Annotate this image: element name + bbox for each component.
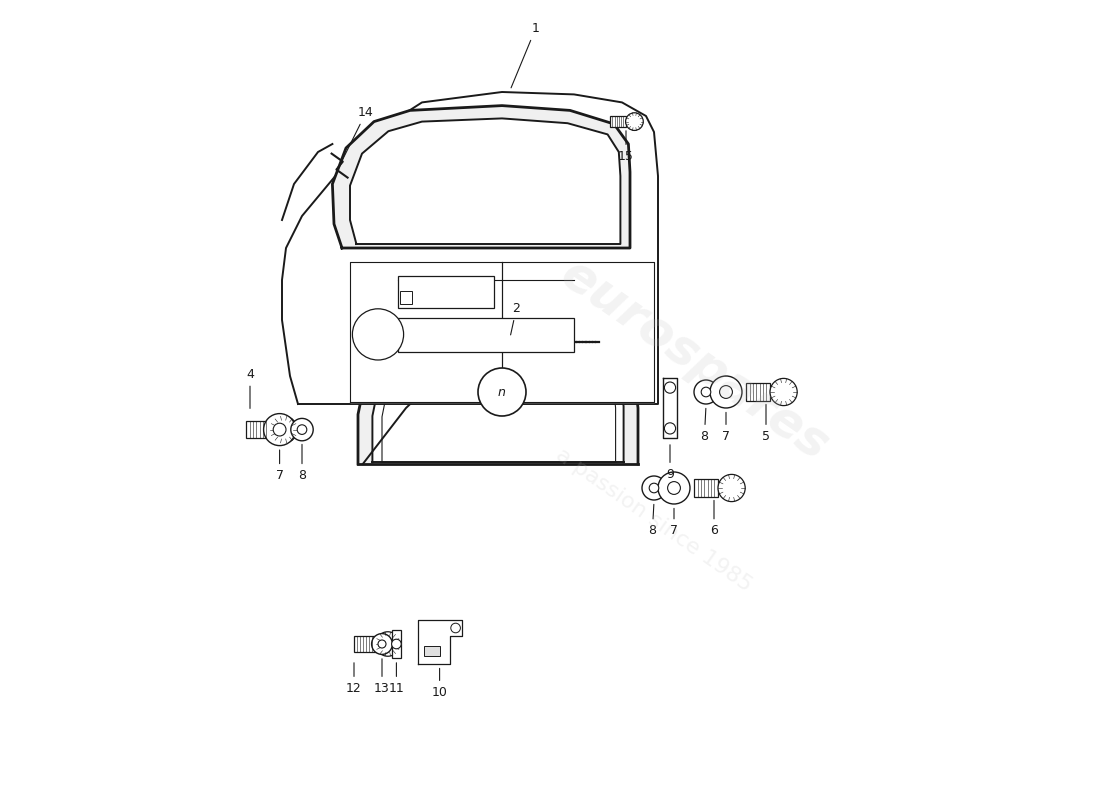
Circle shape bbox=[372, 634, 393, 654]
Polygon shape bbox=[350, 262, 654, 402]
Bar bbox=[246, 421, 270, 438]
Polygon shape bbox=[282, 92, 658, 404]
Text: n: n bbox=[498, 386, 506, 398]
Circle shape bbox=[297, 425, 307, 434]
Circle shape bbox=[642, 476, 666, 500]
Circle shape bbox=[626, 113, 644, 130]
Text: 12: 12 bbox=[346, 662, 362, 695]
Polygon shape bbox=[358, 336, 638, 464]
Bar bbox=[746, 383, 770, 401]
Circle shape bbox=[649, 483, 659, 493]
Circle shape bbox=[451, 623, 461, 633]
Text: 7: 7 bbox=[276, 450, 284, 482]
Text: 9: 9 bbox=[667, 445, 674, 481]
Text: eurospares: eurospares bbox=[551, 250, 837, 470]
Circle shape bbox=[658, 472, 690, 504]
Bar bbox=[399, 291, 412, 304]
Circle shape bbox=[378, 640, 386, 648]
Text: a passion since 1985: a passion since 1985 bbox=[552, 445, 756, 595]
Text: 7: 7 bbox=[670, 508, 678, 538]
Text: 11: 11 bbox=[388, 662, 405, 695]
Polygon shape bbox=[332, 106, 630, 248]
Text: 8: 8 bbox=[298, 444, 306, 482]
Polygon shape bbox=[663, 378, 678, 438]
Circle shape bbox=[719, 386, 733, 398]
Circle shape bbox=[664, 422, 675, 434]
Text: 13: 13 bbox=[374, 658, 389, 695]
Bar bbox=[694, 479, 718, 497]
Circle shape bbox=[694, 380, 718, 404]
Circle shape bbox=[664, 382, 675, 394]
Circle shape bbox=[478, 368, 526, 416]
Bar bbox=[398, 276, 494, 308]
Circle shape bbox=[701, 387, 711, 397]
Polygon shape bbox=[350, 118, 620, 244]
Circle shape bbox=[710, 376, 742, 408]
Polygon shape bbox=[418, 620, 462, 664]
Polygon shape bbox=[373, 347, 624, 462]
Circle shape bbox=[392, 639, 402, 649]
Circle shape bbox=[352, 309, 404, 360]
Circle shape bbox=[270, 416, 297, 443]
Circle shape bbox=[273, 423, 286, 436]
Bar bbox=[354, 636, 375, 652]
Text: 6: 6 bbox=[711, 500, 718, 538]
Bar bbox=[392, 630, 402, 658]
Text: 2: 2 bbox=[510, 302, 520, 335]
Text: 14: 14 bbox=[341, 106, 374, 163]
Bar bbox=[425, 646, 440, 656]
Text: 5: 5 bbox=[762, 404, 770, 443]
Text: 15: 15 bbox=[618, 130, 634, 163]
Circle shape bbox=[668, 482, 681, 494]
Text: 8: 8 bbox=[648, 504, 657, 538]
Circle shape bbox=[718, 474, 745, 502]
Circle shape bbox=[264, 414, 296, 446]
Text: 7: 7 bbox=[722, 412, 730, 443]
Circle shape bbox=[375, 632, 400, 656]
Bar bbox=[610, 116, 626, 127]
Text: 8: 8 bbox=[701, 408, 708, 443]
Circle shape bbox=[290, 418, 314, 441]
Text: 4: 4 bbox=[246, 367, 254, 409]
Text: 10: 10 bbox=[431, 668, 448, 699]
Circle shape bbox=[770, 378, 798, 406]
Bar bbox=[398, 318, 574, 352]
Text: 1: 1 bbox=[512, 22, 539, 88]
